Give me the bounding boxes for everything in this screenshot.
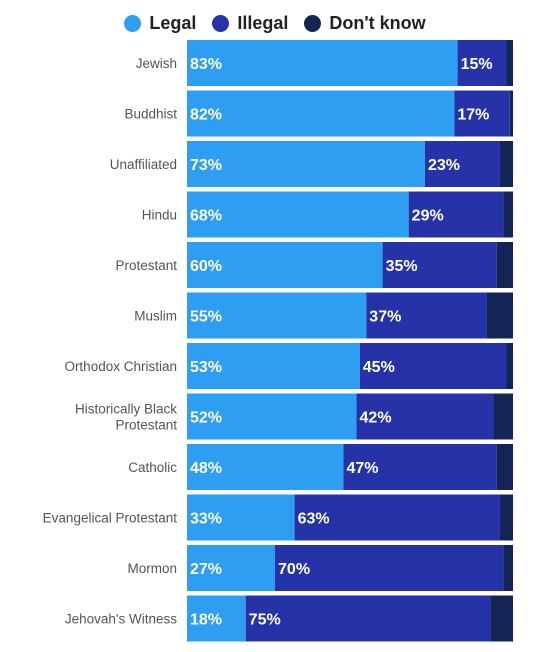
- bar-don-t-know-mormon: [503, 545, 513, 591]
- data-label-legal-orthodox-christian: 53%: [190, 359, 222, 376]
- bar-legal-catholic: [187, 444, 344, 490]
- bar-don-t-know-jewish: [506, 40, 513, 86]
- data-label-illegal-historically-black-protestant: 42%: [360, 410, 392, 427]
- data-label-illegal-mormon: 70%: [278, 561, 310, 578]
- bar-legal-historically-black-protestant: [187, 393, 357, 440]
- data-label-illegal-buddhist: 17%: [457, 107, 489, 124]
- data-label-legal-jehovah-s-witness: 18%: [190, 612, 222, 629]
- category-label-line: Hindu: [142, 208, 177, 223]
- bar-legal-orthodox-christian: [187, 343, 360, 389]
- bar-legal-mormon: [187, 545, 276, 591]
- bar-illegal-muslim: [366, 292, 487, 339]
- bar-legal-hindu: [187, 191, 409, 238]
- bar-illegal-mormon: [275, 545, 504, 591]
- data-label-legal-hindu: 68%: [190, 208, 222, 225]
- bar-don-t-know-muslim: [486, 292, 513, 339]
- bar-illegal-jewish: [457, 40, 507, 86]
- legend-item-illegal: Illegal: [212, 13, 288, 34]
- legend-swatch-dont-know: [304, 14, 322, 32]
- data-label-legal-protestant: 60%: [190, 258, 222, 275]
- data-label-illegal-orthodox-christian: 45%: [363, 359, 395, 376]
- bar-illegal-catholic: [343, 444, 497, 490]
- bar-don-t-know-hindu: [503, 191, 513, 238]
- bar-don-t-know-jehovah-s-witness: [490, 595, 513, 642]
- data-label-illegal-jehovah-s-witness: 75%: [249, 612, 281, 629]
- data-label-legal-unaffiliated: 73%: [190, 157, 222, 174]
- category-label-line: Protestant: [115, 258, 177, 273]
- category-label-line: Muslim: [134, 309, 177, 324]
- bar-illegal-evangelical-protestant: [294, 494, 500, 541]
- category-label-line: Mormon: [127, 561, 177, 576]
- legend-label-dont-know: Don't know: [329, 12, 426, 33]
- bar-illegal-unaffiliated: [424, 141, 500, 187]
- data-label-legal-jewish: 83%: [190, 56, 222, 73]
- category-label-jehovah-s-witness: Jehovah's Witness: [65, 612, 177, 627]
- bar-don-t-know-unaffiliated: [499, 141, 513, 187]
- bar-illegal-hindu: [408, 191, 504, 238]
- bar-legal-evangelical-protestant: [187, 494, 295, 541]
- data-label-legal-muslim: 55%: [190, 309, 222, 326]
- bar-legal-jewish: [187, 40, 458, 86]
- category-label-jewish: Jewish: [136, 56, 177, 71]
- bar-legal-unaffiliated: [187, 141, 425, 187]
- category-label-buddhist: Buddhist: [124, 107, 177, 122]
- category-label-protestant: Protestant: [115, 258, 177, 273]
- bar-don-t-know-historically-black-protestant: [493, 393, 513, 440]
- legend-label-illegal: Illegal: [237, 12, 289, 33]
- bar-illegal-buddhist: [454, 90, 510, 137]
- data-label-illegal-catholic: 47%: [346, 460, 378, 477]
- data-label-illegal-protestant: 35%: [386, 258, 418, 275]
- category-label-muslim: Muslim: [134, 309, 177, 324]
- bar-don-t-know-evangelical-protestant: [499, 494, 513, 541]
- bar-legal-buddhist: [187, 90, 455, 137]
- category-label-line: Unaffiliated: [110, 157, 177, 172]
- data-label-illegal-hindu: 29%: [412, 208, 444, 225]
- data-label-legal-buddhist: 82%: [190, 107, 222, 124]
- legend-item-dont-know: Don't know: [304, 12, 426, 34]
- data-label-illegal-evangelical-protestant: 63%: [298, 511, 330, 528]
- bar-illegal-historically-black-protestant: [356, 393, 494, 440]
- bar-don-t-know-catholic: [496, 444, 513, 490]
- data-label-legal-catholic: 48%: [190, 460, 222, 477]
- bar-legal-jehovah-s-witness: [187, 595, 246, 642]
- category-label-line: Orthodox Christian: [64, 359, 177, 374]
- category-label-line: Jehovah's Witness: [65, 612, 177, 627]
- bar-illegal-orthodox-christian: [359, 343, 507, 389]
- category-label-unaffiliated: Unaffiliated: [110, 157, 177, 172]
- legend-label-legal: Legal: [149, 12, 197, 33]
- legend-swatch-legal: [124, 14, 142, 32]
- bar-illegal-protestant: [382, 242, 497, 288]
- chart-legend: Legal Illegal Don't know: [0, 8, 550, 38]
- bar-don-t-know-buddhist: [509, 90, 513, 137]
- category-label-mormon: Mormon: [127, 561, 177, 576]
- data-label-illegal-jewish: 15%: [461, 56, 493, 73]
- category-label-line: Evangelical Protestant: [43, 511, 178, 526]
- category-label-orthodox-christian: Orthodox Christian: [64, 359, 177, 374]
- category-label-line: Protestant: [115, 418, 177, 433]
- data-label-legal-mormon: 27%: [190, 561, 222, 578]
- category-label-hindu: Hindu: [142, 208, 177, 223]
- data-label-legal-evangelical-protestant: 33%: [190, 511, 222, 528]
- data-label-illegal-muslim: 37%: [369, 309, 401, 326]
- data-label-illegal-unaffiliated: 23%: [428, 157, 460, 174]
- bar-don-t-know-orthodox-christian: [506, 343, 513, 389]
- data-label-legal-historically-black-protestant: 52%: [190, 410, 222, 427]
- category-label-line: Historically Black: [75, 402, 177, 417]
- category-label-catholic: Catholic: [128, 460, 177, 475]
- bar-legal-muslim: [187, 292, 367, 339]
- bar-legal-protestant: [187, 242, 383, 288]
- bar-don-t-know-protestant: [496, 242, 513, 288]
- legend-item-legal: Legal: [124, 13, 196, 34]
- category-label-line: Jewish: [136, 56, 177, 71]
- category-label-historically-black-protestant: Historically Black Protestant: [75, 402, 177, 433]
- category-label-evangelical-protestant: Evangelical Protestant: [43, 511, 178, 526]
- category-label-line: Buddhist: [124, 107, 177, 122]
- category-label-line: Catholic: [128, 460, 177, 475]
- legend-swatch-illegal: [212, 14, 230, 32]
- bar-illegal-jehovah-s-witness: [245, 595, 491, 642]
